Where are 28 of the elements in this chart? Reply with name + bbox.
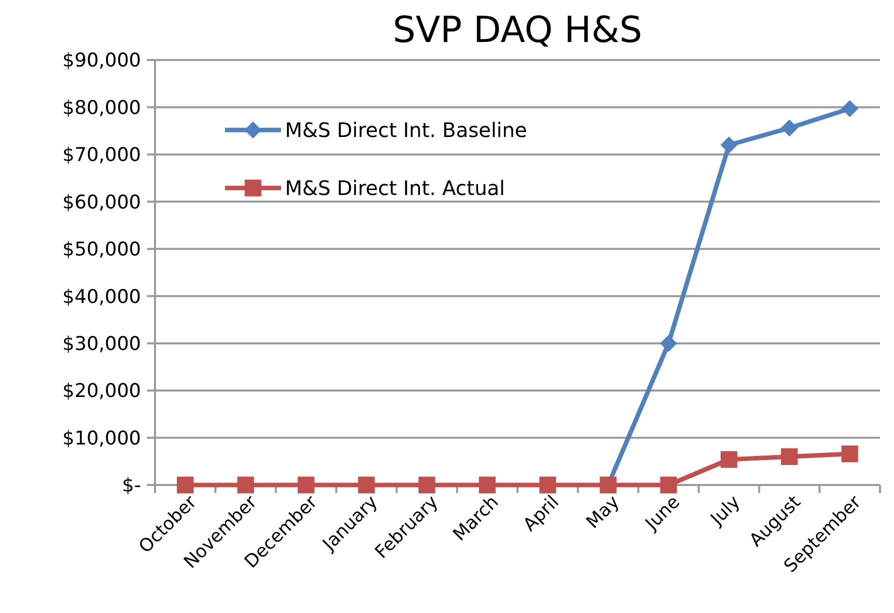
chart-title: SVP DAQ H&S bbox=[392, 10, 642, 51]
legend-label: M&S Direct Int. Actual bbox=[285, 176, 505, 200]
point bbox=[781, 448, 798, 466]
y-tick-label: $80,000 bbox=[62, 96, 141, 119]
point bbox=[418, 476, 436, 494]
point bbox=[358, 476, 375, 494]
y-tick-label: $- bbox=[122, 474, 141, 497]
point bbox=[841, 100, 858, 118]
y-tick-label: $50,000 bbox=[62, 238, 141, 261]
point bbox=[720, 136, 738, 154]
point bbox=[478, 476, 496, 494]
point bbox=[660, 476, 677, 494]
y-tick-label: $90,000 bbox=[62, 50, 141, 72]
point bbox=[237, 476, 254, 494]
point bbox=[720, 451, 738, 468]
point bbox=[660, 334, 678, 352]
y-tick-label: $40,000 bbox=[62, 286, 141, 308]
point bbox=[780, 120, 798, 136]
y-tick-label: $60,000 bbox=[62, 191, 141, 214]
y-tick-label: $30,000 bbox=[62, 332, 141, 355]
point bbox=[176, 476, 194, 494]
y-tick-label: $70,000 bbox=[62, 144, 141, 166]
point bbox=[841, 445, 858, 462]
y-tick-label: $20,000 bbox=[62, 380, 141, 402]
point bbox=[298, 476, 314, 494]
y-tick-label: $10,000 bbox=[62, 427, 141, 450]
legend-label: M&S Direct Int. Baseline bbox=[285, 118, 528, 142]
point bbox=[539, 476, 556, 494]
